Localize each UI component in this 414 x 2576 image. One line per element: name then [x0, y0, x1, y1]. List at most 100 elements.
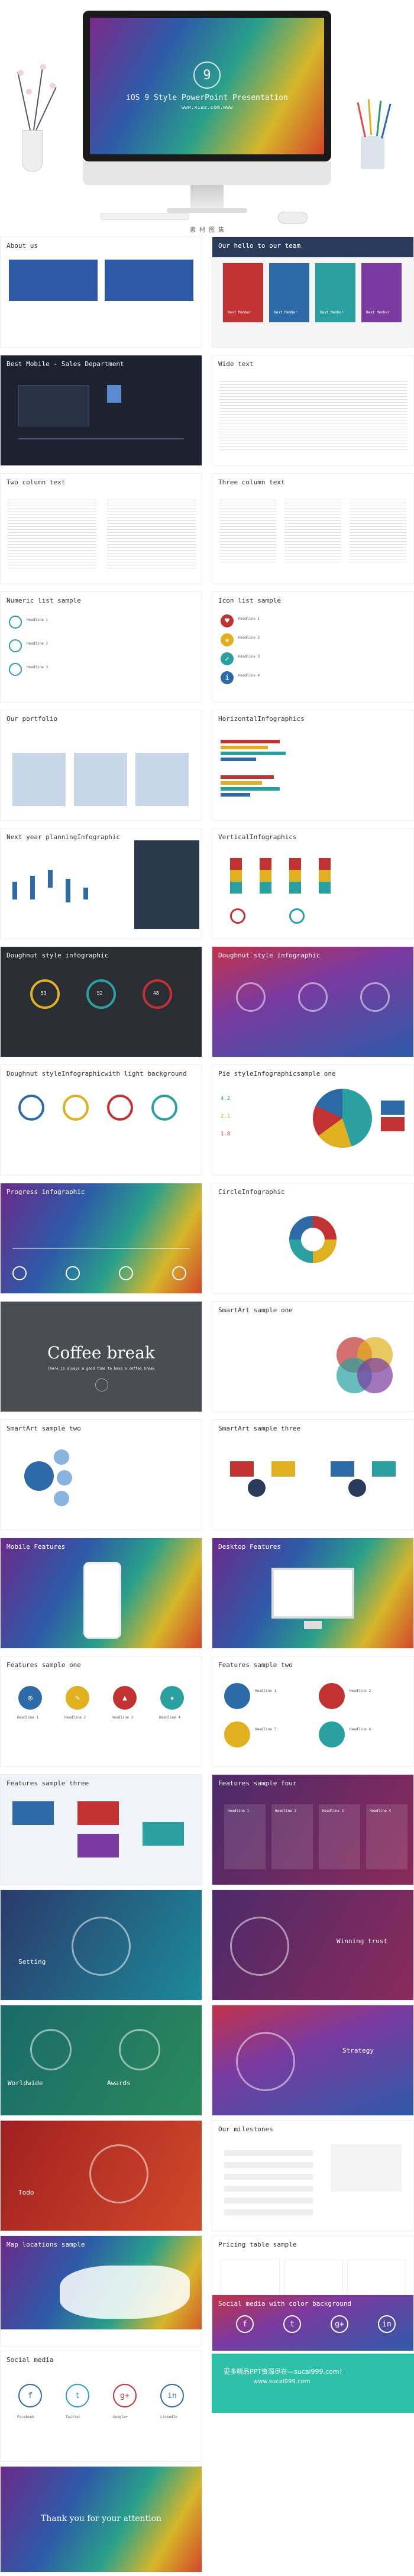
- bar-segment: [289, 882, 301, 894]
- bar: [221, 758, 256, 761]
- flower: [26, 89, 32, 95]
- slide-title: Map locations sample: [7, 2241, 85, 2248]
- slide-title: Social media with color background: [218, 2300, 352, 2308]
- slide-wide-text: Wide text: [212, 355, 414, 466]
- bar: [221, 746, 268, 749]
- flower: [50, 83, 56, 89]
- feature-headline: Headline 3: [255, 1727, 277, 1732]
- awards-title: Awards: [107, 2079, 131, 2087]
- team-card: [315, 263, 355, 322]
- bar-segment: [319, 870, 331, 882]
- flower: [40, 64, 46, 70]
- ring-graphic: [72, 1917, 131, 1976]
- doughnut: [143, 979, 172, 1009]
- doughnut: [30, 979, 60, 1009]
- progress-node: [66, 1266, 80, 1280]
- bar-segment: [319, 858, 331, 870]
- feature-tile: [77, 1834, 119, 1857]
- bar: [221, 752, 286, 755]
- feature-headline: Headline 2: [64, 1716, 86, 1720]
- ring-graphic: [89, 2144, 148, 2203]
- slide-title: Three column text: [218, 478, 285, 486]
- hero-caption: 素 材 图 集: [189, 227, 225, 234]
- social-name: LinkedIn: [160, 2415, 177, 2419]
- keyboard: [101, 213, 189, 220]
- feature-circle: [224, 1721, 250, 1747]
- social-name: Facebook: [17, 2415, 34, 2419]
- slide-title: Progress infographic: [7, 1188, 85, 1196]
- banner-url[interactable]: www.sucai999.com: [253, 2378, 310, 2385]
- pencil: [376, 101, 382, 137]
- slide-doughnut-light: Doughnut styleInfographicwith light back…: [0, 1064, 202, 1176]
- bar-segment: [289, 858, 301, 870]
- center-node: [248, 1479, 266, 1497]
- list-headline: Headline 4: [238, 674, 260, 678]
- pencil-cup: [361, 136, 384, 169]
- placeholder-text: [8, 497, 96, 568]
- box-plot: [30, 876, 35, 899]
- bar-segment: [289, 870, 301, 882]
- team-card: [361, 263, 402, 322]
- slide-two-column: Two column text: [0, 473, 202, 584]
- number-circle: [9, 616, 22, 629]
- side-table: [134, 840, 199, 929]
- slide-title: Features sample two: [218, 1661, 293, 1669]
- box-plot: [12, 882, 17, 899]
- hub-circle: [24, 1461, 54, 1491]
- slide-horizontal-infographics: HorizontalInfographics: [212, 710, 414, 821]
- slide-portfolio: Our portfolio: [0, 710, 202, 821]
- slide-team: Our hello to our team Best Member Best M…: [212, 237, 414, 348]
- info-box: [105, 260, 193, 301]
- linkedin-icon[interactable]: in: [160, 2384, 184, 2407]
- slide-title: Next year planningInfographic: [7, 833, 121, 841]
- googleplus-icon[interactable]: g+: [113, 2384, 137, 2407]
- slide-winning-trust: Winning trust: [212, 1889, 414, 2001]
- progress-node: [119, 1266, 133, 1280]
- slide-title: SmartArt sample one: [218, 1306, 293, 1314]
- vase: [22, 130, 43, 171]
- slide-three-column: Three column text: [212, 473, 414, 584]
- slide-title: Setting: [18, 1958, 46, 1966]
- list-headline: Headline 2: [238, 636, 260, 640]
- slide-title: SmartArt sample three: [218, 1425, 301, 1432]
- facebook-icon[interactable]: f: [18, 2384, 42, 2407]
- slide-title: Numeric list sample: [7, 597, 81, 604]
- placeholder-text: [219, 497, 276, 562]
- slide-title: About us: [7, 242, 38, 250]
- twitter-icon[interactable]: t: [66, 2384, 89, 2407]
- ring-graphic: [236, 2032, 295, 2091]
- list-headline: Headline 3: [27, 665, 48, 669]
- doughnut: [360, 982, 390, 1012]
- list-headline: Headline 3: [238, 655, 260, 659]
- googleplus-icon[interactable]: g+: [331, 2315, 348, 2333]
- slide-about: About us: [0, 237, 202, 348]
- percent-value: 52: [97, 991, 103, 996]
- slide-title: HorizontalInfographics: [218, 715, 305, 723]
- promo-banner[interactable]: 更多精品PPT资源尽在—sucai999.com！ www.sucai999.c…: [212, 2354, 414, 2413]
- feature-tile: [143, 1822, 184, 1846]
- feature-column: [224, 1804, 266, 1869]
- slide-worldwide-awards: Worldwide Awards: [0, 2005, 202, 2116]
- tag-icon: ✎: [66, 1686, 89, 1710]
- twitter-icon[interactable]: t: [283, 2315, 301, 2333]
- facebook-icon[interactable]: f: [236, 2315, 254, 2333]
- world-map: [60, 2266, 190, 2319]
- slide-title: Social media: [7, 2356, 54, 2364]
- venn-circle: [357, 1358, 393, 1393]
- team-card: [269, 263, 309, 322]
- progress-line: [12, 1248, 190, 1249]
- pie-chart: [313, 1089, 372, 1148]
- linkedin-icon[interactable]: in: [378, 2315, 396, 2333]
- feature-headline: Headline 3: [112, 1716, 134, 1720]
- slide-features-four: Features sample four Headline 1 Headline…: [212, 1774, 414, 1885]
- bar-segment: [260, 870, 271, 882]
- feature-tile: [77, 1801, 119, 1825]
- info-icon: i: [221, 671, 234, 684]
- feature-circle: [224, 1683, 250, 1709]
- slide-title: Doughnut styleInfographicwith light back…: [7, 1070, 187, 1077]
- slide-map-locations: Map locations sample: [0, 2235, 202, 2347]
- bar: [221, 775, 274, 779]
- value-card: [381, 1101, 405, 1115]
- slide-setting: Setting: [0, 1889, 202, 2001]
- feature-column: [366, 1804, 407, 1869]
